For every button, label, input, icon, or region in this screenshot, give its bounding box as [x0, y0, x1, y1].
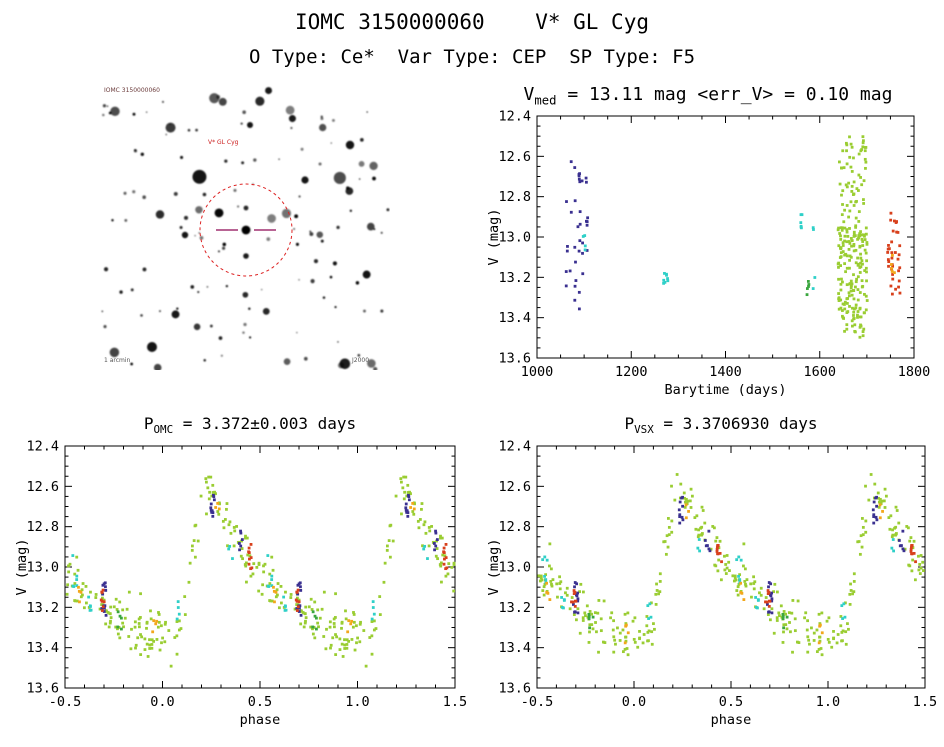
svg-text:13.2: 13.2 [498, 270, 531, 286]
svg-text:13.4: 13.4 [26, 640, 59, 656]
svg-text:1.0: 1.0 [345, 694, 369, 710]
svg-text:13.0: 13.0 [498, 560, 531, 576]
page-subtitle: O Type: Ce* Var Type: CEP SP Type: F5 [248, 46, 696, 68]
phase_omc-svg: -0.5 0.0 0.5 1.0 1.5 12.4 12.6 12.8 13.0 13.2 13.4… [14, 439, 467, 729]
svg-text:1600: 1600 [803, 364, 836, 380]
phase-omc-title-sub: OMC [153, 423, 174, 437]
svg-text:-0.5: -0.5 [521, 694, 554, 710]
phase_vsx-svg: -0.5 0.0 0.5 1.0 1.5 12.4 12.6 12.8 13.0 13.2 13.4… [486, 439, 937, 729]
svg-text:-0.5: -0.5 [49, 694, 82, 710]
data-points [564, 135, 902, 339]
phase-vsx-title-sub: VSX [634, 423, 654, 437]
svg-text:1.5: 1.5 [913, 694, 937, 710]
phase-omc-title-rest: = 3.372±0.003 days [173, 414, 357, 433]
axes [64, 445, 456, 689]
svg-text:1800: 1800 [898, 364, 931, 380]
svg-text:13.6: 13.6 [498, 681, 531, 697]
svg-text:1.0: 1.0 [816, 694, 840, 710]
lightcurve-svg: 1000 1200 1400 1600 1800 12.4 12.6 12.8 13.0 13.2… [486, 109, 930, 399]
svg-text:phase: phase [711, 712, 752, 728]
svg-text:12.4: 12.4 [498, 109, 531, 125]
svg-text:13.4: 13.4 [498, 640, 531, 656]
svg-text:12.8: 12.8 [498, 189, 531, 205]
svg-text:1400: 1400 [709, 364, 742, 380]
svg-text:12.8: 12.8 [26, 519, 59, 535]
svg-text:1.5: 1.5 [443, 694, 467, 710]
svg-text:12.4: 12.4 [26, 439, 59, 455]
phase-omc-title: POMC = 3.372±0.003 days [20, 414, 480, 436]
data-points [65, 475, 456, 668]
svg-text:13.0: 13.0 [498, 230, 531, 246]
svg-text:12.6: 12.6 [26, 479, 59, 495]
svg-text:1200: 1200 [615, 364, 648, 380]
svg-text:13.6: 13.6 [498, 351, 531, 367]
svg-text:0.0: 0.0 [622, 694, 646, 710]
tick-labels: -0.5 0.0 0.5 1.0 1.5 12.4 12.6 12.8 13.0 13.2 13.4… [14, 439, 467, 729]
target-circle [199, 183, 293, 277]
svg-text:V (mag): V (mag) [486, 539, 502, 596]
svg-text:12.4: 12.4 [498, 439, 531, 455]
tick-labels: -0.5 0.0 0.5 1.0 1.5 12.4 12.6 12.8 13.0 13.2 13.4… [486, 439, 937, 729]
svg-text:1000: 1000 [521, 364, 554, 380]
svg-text:V (mag): V (mag) [486, 209, 502, 266]
lightcurve-title-sub: med [534, 93, 557, 108]
phase-vsx-title: PVSX = 3.3706930 days [492, 414, 944, 436]
svg-text:phase: phase [240, 712, 281, 728]
data-points [537, 473, 925, 657]
svg-text:12.6: 12.6 [498, 479, 531, 495]
phase-vsx-title-prefix: P [624, 414, 635, 433]
finder-frame-label: IOMC 3150000060 [104, 87, 160, 94]
finder-scale-label: 1 arcmin [104, 357, 131, 364]
svg-text:13.0: 13.0 [26, 560, 59, 576]
lightcurve-title-rest: = 13.11 mag <err_V> = 0.10 mag [556, 84, 893, 105]
star-field [101, 87, 390, 389]
svg-text:12.8: 12.8 [498, 519, 531, 535]
tick-labels: 1000 1200 1400 1600 1800 12.4 12.6 12.8 13.0 13.2… [486, 109, 930, 399]
finder-chart [100, 85, 390, 389]
svg-text:13.6: 13.6 [26, 681, 59, 697]
finder-coord-label: J2000 [352, 357, 370, 364]
lightcurve-title: Vmed = 13.11 mag <err_V> = 0.10 mag [482, 84, 934, 108]
svg-text:0.0: 0.0 [150, 694, 174, 710]
phase-omc-title-prefix: P [143, 414, 154, 433]
finder-target-label: V* GL Cyg [208, 139, 239, 146]
svg-text:V (mag): V (mag) [14, 539, 30, 596]
finder-chart-svg [101, 87, 390, 389]
svg-text:12.6: 12.6 [498, 149, 531, 165]
phase-omc-plot: -0.5 0.0 0.5 1.0 1.5 12.4 12.6 12.8 13.0 13.2 13.4… [10, 434, 470, 734]
svg-text:13.2: 13.2 [26, 600, 59, 616]
svg-text:0.5: 0.5 [248, 694, 272, 710]
svg-text:0.5: 0.5 [719, 694, 743, 710]
phase-vsx-title-rest: = 3.3706930 days [653, 414, 818, 433]
lightcurve-title-prefix: V [523, 84, 535, 105]
page-title: IOMC 3150000060 V* GL Cyg [294, 10, 649, 34]
axes [536, 445, 926, 689]
svg-text:13.2: 13.2 [498, 600, 531, 616]
svg-text:13.4: 13.4 [498, 310, 531, 326]
lightcurve-plot: 1000 1200 1400 1600 1800 12.4 12.6 12.8 13.0 13.2… [482, 104, 934, 404]
phase-vsx-plot: -0.5 0.0 0.5 1.0 1.5 12.4 12.6 12.8 13.0 13.2 13.4… [482, 434, 940, 734]
svg-text:Barytime (days): Barytime (days) [665, 382, 787, 398]
axes [536, 115, 915, 359]
